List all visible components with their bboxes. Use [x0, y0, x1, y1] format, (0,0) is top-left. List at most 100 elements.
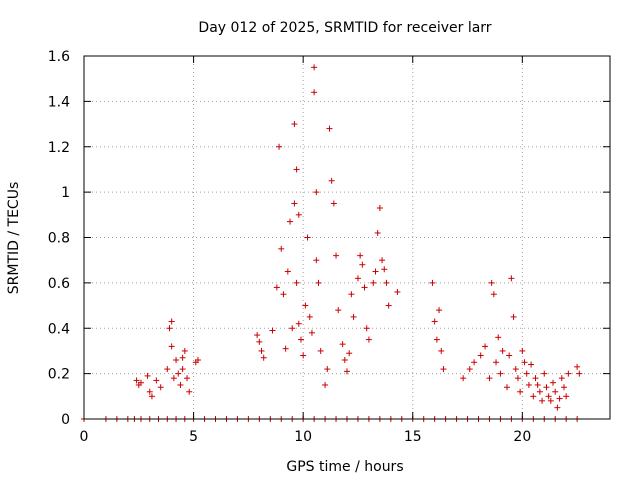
data-point [313, 189, 320, 196]
data-point [536, 388, 543, 395]
data-point [374, 229, 381, 236]
data-point [359, 261, 366, 268]
data-point [344, 368, 350, 375]
data-point [521, 359, 528, 366]
data-point [146, 388, 153, 395]
data-point [181, 347, 188, 354]
data-point [482, 343, 489, 350]
data-point [173, 357, 180, 364]
data-point [313, 257, 320, 264]
y-tick-label: 0.2 [48, 367, 70, 383]
x-axis-label: GPS time / hours [286, 459, 403, 475]
data-point [260, 354, 267, 361]
data-point [438, 347, 445, 354]
x-tick-label: 15 [404, 429, 422, 445]
data-point [528, 361, 535, 368]
data-point [372, 268, 379, 275]
data-point [184, 375, 191, 382]
tick-labels: 0 5 10 15 20 0 0.2 0.4 0.6 0.8 1 1.2 1.4 1.6 [48, 49, 532, 445]
data-point [179, 354, 186, 361]
chart-title: Day 012 of 2025, SRMTID for receiver lar… [198, 20, 491, 36]
data-point [543, 384, 550, 391]
grid [84, 56, 610, 419]
data-point [530, 393, 537, 400]
data-point [289, 325, 296, 332]
data-point [256, 338, 263, 345]
data-point [512, 366, 519, 373]
data-point [333, 252, 340, 259]
data-point [460, 375, 467, 382]
data-point [300, 352, 307, 359]
data-point [273, 284, 280, 291]
data-point [177, 381, 184, 388]
data-point [157, 384, 164, 391]
data-point [431, 318, 438, 325]
data-point [440, 366, 447, 373]
data-point [295, 211, 302, 218]
data-point [510, 313, 517, 320]
data-point [194, 357, 201, 364]
data-point [291, 121, 298, 128]
data-point [436, 307, 443, 314]
data-point [552, 388, 559, 395]
data-point [517, 388, 524, 395]
data-point [429, 279, 436, 286]
x-tick-label: 20 [513, 429, 531, 445]
data-points [81, 64, 583, 422]
data-point [308, 329, 315, 336]
data-point [168, 343, 175, 350]
data-point [335, 307, 342, 314]
data-point [370, 279, 377, 286]
data-point [560, 384, 567, 391]
data-point [168, 318, 175, 325]
data-point [525, 381, 532, 388]
data-point [346, 350, 353, 357]
data-point [280, 291, 287, 298]
data-point [499, 347, 506, 354]
data-point [287, 218, 294, 225]
data-point [166, 325, 173, 332]
data-point [291, 200, 298, 207]
x-tick-label: 0 [80, 429, 89, 445]
data-point [385, 302, 392, 309]
data-point [497, 370, 504, 377]
data-point [330, 200, 337, 207]
data-point [339, 341, 346, 348]
data-point [311, 64, 318, 71]
data-point [433, 336, 440, 343]
data-point [532, 375, 539, 382]
y-tick-label: 1.6 [48, 49, 70, 65]
data-point [144, 372, 151, 379]
data-point [278, 245, 285, 252]
data-point [363, 325, 370, 332]
data-point [258, 347, 265, 354]
data-point [490, 291, 497, 298]
data-point [148, 393, 155, 400]
data-point [550, 379, 557, 386]
data-point [304, 234, 311, 241]
data-point [269, 327, 276, 334]
data-point [471, 359, 478, 366]
data-point [563, 393, 570, 400]
data-point [488, 279, 495, 286]
data-point [137, 379, 144, 386]
data-point [341, 357, 348, 364]
data-point [508, 275, 515, 282]
data-point [295, 320, 302, 327]
data-point [354, 275, 361, 282]
y-tick-label: 1.2 [48, 140, 70, 156]
y-tick-label: 0 [61, 412, 70, 428]
y-tick-label: 1.4 [48, 94, 70, 110]
data-point [547, 397, 554, 404]
data-point [175, 370, 182, 377]
y-tick-label: 1 [61, 185, 70, 201]
y-tick-label: 0.8 [48, 231, 70, 247]
x-tick-label: 5 [189, 429, 198, 445]
data-point [519, 347, 526, 354]
data-point [315, 279, 322, 286]
y-tick-label: 0.4 [48, 321, 70, 337]
data-point [164, 366, 171, 373]
data-point [328, 177, 335, 184]
data-point [322, 381, 329, 388]
